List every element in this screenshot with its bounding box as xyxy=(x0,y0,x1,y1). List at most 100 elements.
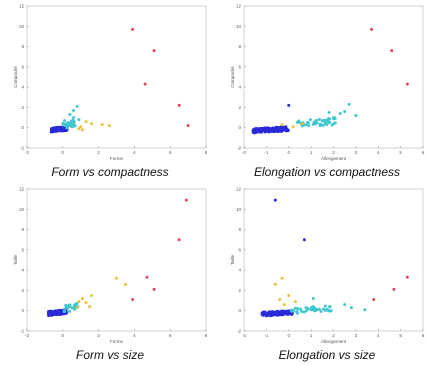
data-point xyxy=(77,300,81,304)
data-point xyxy=(88,305,92,309)
data-point xyxy=(306,307,310,311)
data-point xyxy=(52,312,56,316)
y-tick-label: 2 xyxy=(21,288,24,293)
data-point xyxy=(72,108,76,112)
y-tick-label: 12 xyxy=(236,187,242,192)
data-point xyxy=(307,124,311,128)
data-point xyxy=(89,122,93,126)
data-point xyxy=(66,121,70,125)
y-tick-label: 10 xyxy=(236,207,242,212)
caption-elongation-compactness: Elongation vs compactness xyxy=(253,165,401,179)
data-point xyxy=(47,310,51,314)
x-tick-label: 8 xyxy=(205,150,208,155)
data-point xyxy=(84,120,88,124)
scatter-plot-form-compactness: -2 0 2 4 6 8 -2 0 2 4 6 8 10 12 Forme Compacité xyxy=(13,4,208,162)
scatter-plot-elongation-compactness: -2 -1 0 1 2 3 4 5 6-2024681012AllongementCompaci… xyxy=(230,4,425,162)
data-point xyxy=(257,130,261,134)
data-point xyxy=(347,102,351,106)
x-tick-label: 6 xyxy=(422,150,425,155)
data-point xyxy=(266,311,270,315)
data-point xyxy=(333,121,337,125)
data-point xyxy=(77,127,81,131)
y-tick-label: 8 xyxy=(238,44,241,49)
data-point xyxy=(279,312,283,316)
y-tick-label: 2 xyxy=(238,105,241,110)
y-axis-label: Compacité xyxy=(230,66,235,88)
y-tick-label: 0 xyxy=(21,125,24,130)
data-point xyxy=(63,127,67,131)
x-tick-label: 5 xyxy=(399,333,402,338)
data-point xyxy=(55,125,59,129)
data-point xyxy=(363,308,367,312)
data-point xyxy=(287,103,291,107)
data-point xyxy=(80,128,84,132)
data-point xyxy=(64,306,68,310)
data-point xyxy=(328,305,332,309)
data-point xyxy=(300,122,304,126)
x-tick-label: -2 xyxy=(25,150,29,155)
data-point xyxy=(298,121,302,125)
y-axis-label: Taille xyxy=(13,254,18,265)
y-tick-label: 10 xyxy=(19,207,25,212)
data-point xyxy=(280,276,284,280)
y-tick-label: 4 xyxy=(21,268,24,273)
data-point xyxy=(262,128,266,132)
data-point xyxy=(80,297,84,301)
data-point xyxy=(320,119,324,123)
data-point xyxy=(131,298,135,302)
x-tick-label: 0 xyxy=(287,333,290,338)
y-tick-label: 4 xyxy=(238,85,241,90)
data-point xyxy=(332,116,335,120)
data-point xyxy=(177,238,181,242)
data-point xyxy=(306,121,310,125)
x-tick-label: -2 xyxy=(25,333,29,338)
x-tick-label: 3 xyxy=(355,333,358,338)
y-tick-label: 10 xyxy=(236,24,242,29)
y-tick-label: 2 xyxy=(238,288,241,293)
data-point xyxy=(152,287,156,291)
y-tick-label: 12 xyxy=(19,187,25,192)
data-point xyxy=(392,287,396,291)
data-point xyxy=(115,276,118,280)
data-point xyxy=(73,303,77,307)
y-tick-label: 12 xyxy=(236,4,242,9)
x-tick-label: 2 xyxy=(97,150,100,155)
data-point xyxy=(317,118,321,122)
data-point xyxy=(72,116,76,120)
x-tick-label: -2 xyxy=(242,150,246,155)
x-tick-label: 2 xyxy=(332,150,335,155)
data-point xyxy=(327,111,331,114)
data-point xyxy=(100,123,104,127)
data-point xyxy=(77,118,81,122)
data-point xyxy=(304,309,308,313)
x-tick-label: 0 xyxy=(62,333,65,338)
data-point xyxy=(343,303,347,307)
data-point xyxy=(311,297,315,301)
data-point xyxy=(326,309,330,313)
x-tick-label: -1 xyxy=(264,333,268,338)
data-point xyxy=(53,129,57,133)
data-point xyxy=(287,294,291,297)
data-point xyxy=(323,304,327,308)
data-point xyxy=(304,123,308,127)
data-point xyxy=(290,309,294,313)
y-axis-label: Compacité xyxy=(13,66,18,88)
caption-form-size: Form vs size xyxy=(75,348,144,362)
data-point xyxy=(302,310,306,314)
data-point xyxy=(152,49,156,53)
x-tick-label: 3 xyxy=(355,150,358,155)
data-point xyxy=(123,282,127,286)
data-point xyxy=(89,294,93,297)
data-point xyxy=(186,124,190,128)
x-tick-label: 2 xyxy=(97,333,100,338)
data-point xyxy=(64,124,68,128)
data-point xyxy=(75,301,79,305)
data-point xyxy=(84,301,88,305)
data-point xyxy=(273,310,277,314)
data-point xyxy=(314,307,318,311)
data-point xyxy=(330,123,334,127)
data-point xyxy=(273,129,277,133)
data-point xyxy=(343,109,347,113)
data-point xyxy=(75,306,79,310)
